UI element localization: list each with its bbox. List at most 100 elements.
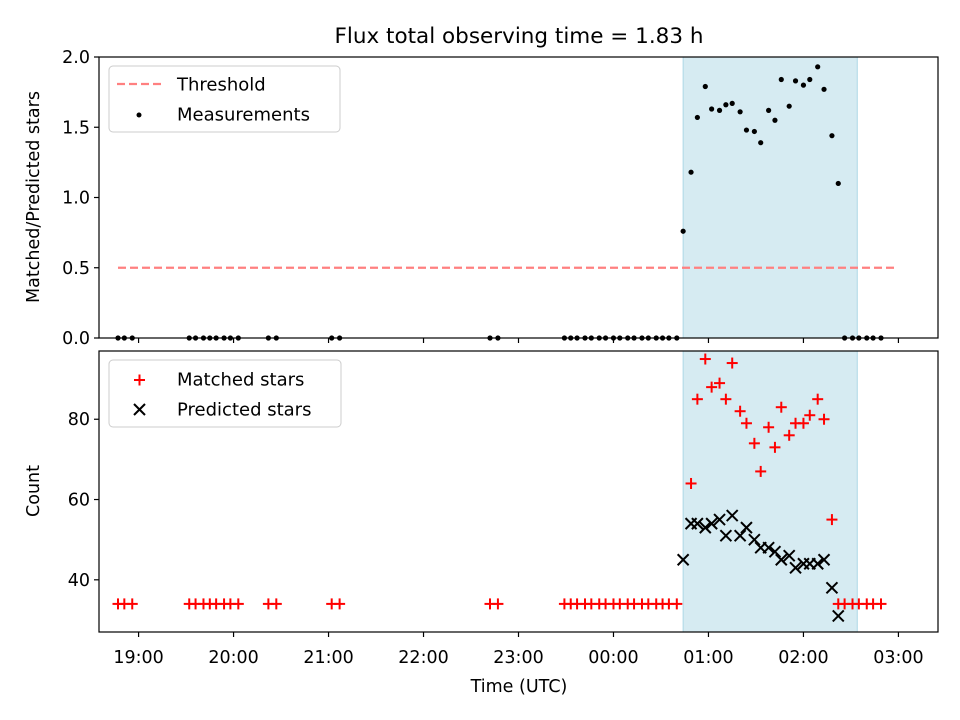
- matched-star-point: [797, 417, 809, 429]
- measurement-point: [729, 100, 735, 106]
- x-axis-label: Time (UTC): [470, 677, 568, 697]
- measurement-point: [743, 127, 750, 133]
- measurement-point: [821, 86, 827, 92]
- measurement-point: [766, 107, 772, 113]
- matched-star-point: [232, 598, 244, 610]
- matched-star-point: [706, 381, 718, 393]
- measurement-point: [694, 114, 700, 121]
- y-tick-label: 40: [68, 571, 90, 591]
- legend-matched-label: Matched stars: [177, 370, 304, 391]
- matched-star-point: [685, 477, 697, 489]
- measurement-point: [751, 128, 757, 135]
- measurement-point: [709, 106, 715, 112]
- observing-window-span: [682, 56, 858, 339]
- y-tick-label: 1.5: [62, 118, 90, 138]
- measurement-point: [723, 102, 729, 108]
- measurement-point: [688, 169, 694, 175]
- measurement-point: [786, 103, 792, 109]
- matched-star-point: [270, 598, 282, 610]
- predicted-star-point: [691, 517, 704, 530]
- predicted-star-point: [789, 561, 802, 574]
- predicted-star-point: [768, 545, 782, 558]
- measurement-point: [758, 140, 764, 146]
- matched-star-point: [812, 393, 824, 405]
- bottom-y-axis-label: Count: [24, 465, 44, 517]
- matched-star-point: [734, 405, 746, 417]
- y-tick-label: 1.0: [62, 189, 90, 209]
- matched-star-point: [818, 413, 830, 425]
- matched-star-point: [875, 598, 887, 610]
- top-panel-axes: 0.00.51.01.52.0 Matched/Predicted stars …: [24, 48, 939, 349]
- measurement-point: [807, 76, 813, 83]
- predicted-star-point: [762, 541, 775, 554]
- predicted-star-point: [748, 533, 761, 546]
- x-tick-label: 03:00: [873, 648, 923, 668]
- predicted-star-point: [832, 609, 845, 623]
- matched-star-point: [691, 393, 703, 405]
- measurement-point: [772, 117, 778, 123]
- legend-predicted-label: Predicted stars: [177, 400, 311, 421]
- matched-star-point: [755, 465, 767, 477]
- measurement-point: [800, 82, 807, 88]
- x-tick-label: 20:00: [208, 648, 258, 668]
- x-tick-label: 00:00: [588, 648, 638, 668]
- matched-star-point: [126, 598, 138, 610]
- predicted-star-point: [811, 557, 824, 570]
- top-legend: Threshold Measurements: [108, 65, 341, 133]
- x-tick-label: 21:00: [303, 648, 353, 668]
- predicted-star-point: [699, 521, 712, 534]
- top-y-axis-label: Matched/Predicted stars: [24, 91, 44, 303]
- y-tick-label: 0.5: [62, 259, 90, 279]
- matched-star-point: [826, 514, 838, 526]
- matched-star-point: [763, 421, 775, 433]
- matched-star-point: [671, 598, 683, 610]
- legend-measurements-label: Measurements: [177, 105, 310, 126]
- legend-matched-marker: [134, 374, 145, 386]
- measurement-point: [829, 133, 835, 139]
- figure-title: Flux total observing time = 1.83 h: [335, 24, 704, 49]
- legend-threshold-label: Threshold: [176, 75, 266, 96]
- legend-predicted-marker: [133, 403, 146, 416]
- x-tick-label: 02:00: [778, 648, 828, 668]
- measurement-point: [716, 107, 723, 113]
- measurement-point: [815, 64, 821, 70]
- predicted-star-point: [713, 513, 726, 526]
- matched-star-point: [334, 598, 346, 610]
- x-tick-label: 23:00: [493, 648, 543, 668]
- measurement-point: [680, 228, 686, 234]
- matched-star-point: [720, 393, 732, 405]
- legend-measurements-marker: [136, 112, 142, 118]
- y-tick-label: 60: [68, 491, 90, 511]
- matched-star-point: [699, 353, 711, 365]
- predicted-star-point: [782, 549, 796, 562]
- matched-star-point: [492, 598, 504, 610]
- predicted-star-point: [733, 529, 747, 542]
- bottom-legend: Matched stars Predicted stars: [108, 359, 342, 428]
- x-tick-label: 22:00: [398, 648, 448, 668]
- measurement-point: [702, 83, 708, 90]
- bottom-panel-axes: 40 60 80 19:00 20:00 21:00 22:00 23:00 00:00 01:…: [24, 350, 939, 697]
- measurement-point: [835, 180, 841, 187]
- matched-star-point: [775, 401, 787, 413]
- predicted-star-point: [726, 509, 739, 522]
- matched-star-point: [740, 417, 752, 429]
- matched-star-point: [726, 357, 738, 369]
- predicted-star-point: [719, 529, 733, 542]
- measurement-point: [792, 78, 799, 84]
- predicted-star-point: [740, 521, 753, 534]
- matched-star-point: [714, 377, 726, 389]
- measurement-point: [737, 109, 743, 115]
- predicted-star-point: [775, 553, 788, 566]
- matched-star-point: [804, 409, 816, 421]
- matched-star-point: [783, 429, 795, 441]
- predicted-star-point: [676, 553, 690, 566]
- y-tick-label: 2.0: [62, 48, 90, 68]
- x-tick-label: 01:00: [683, 648, 733, 668]
- x-tick-label: 19:00: [113, 648, 163, 668]
- predicted-star-point: [825, 581, 839, 595]
- predicted-star-point: [817, 553, 831, 566]
- measurement-point: [778, 76, 784, 83]
- y-tick-label: 0.0: [62, 329, 90, 349]
- matched-star-point: [769, 441, 781, 453]
